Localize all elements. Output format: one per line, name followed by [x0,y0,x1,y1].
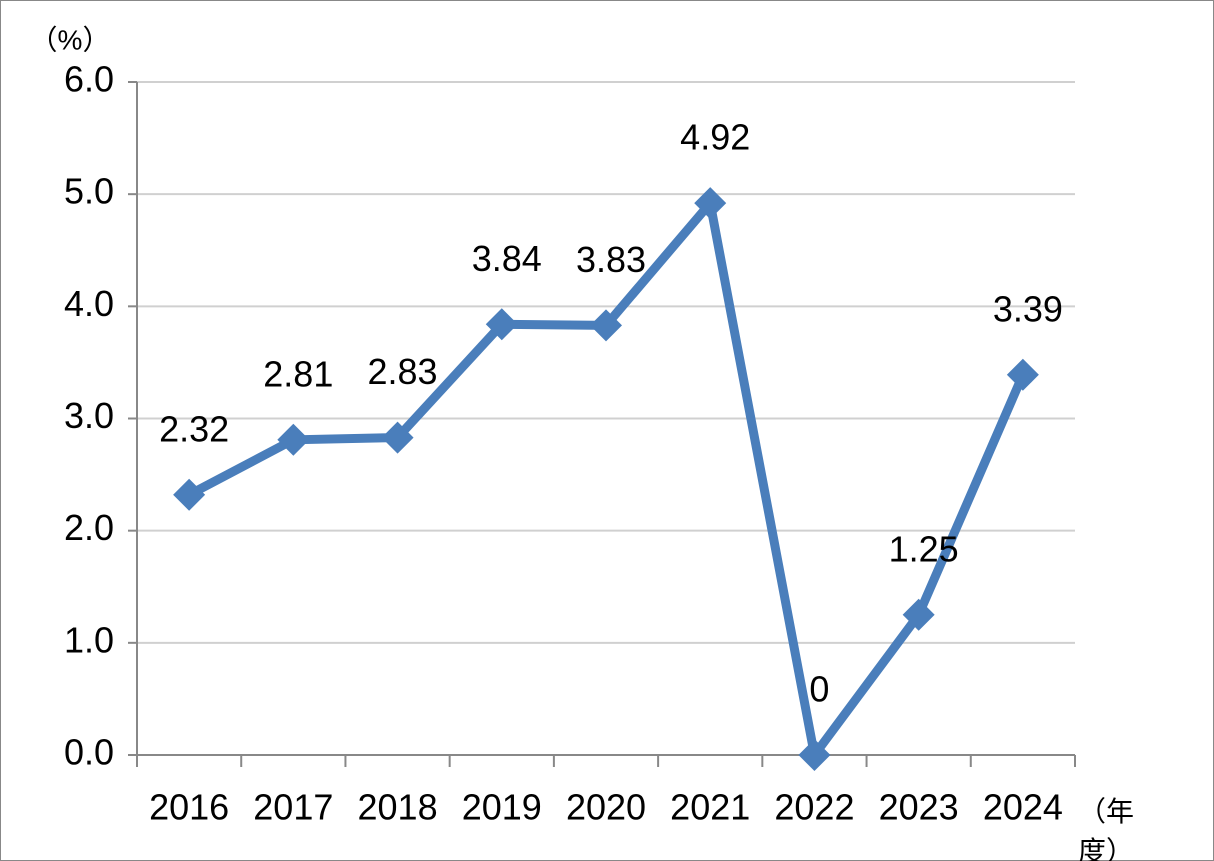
x-unit: （年度） [1078,796,1135,861]
y-tick-label: 6.0 [64,59,114,100]
x-tick-label: 2019 [462,787,542,828]
y-tick-label: 4.0 [64,283,114,324]
marker [1006,358,1039,391]
x-tick-label: 2020 [566,787,646,828]
data-label: 2.83 [368,351,438,392]
x-tick-label: 2017 [253,787,333,828]
x-tick-label: 2016 [149,787,229,828]
data-label: 3.84 [472,238,542,279]
marker [381,421,414,454]
x-tick-label: 2022 [774,787,854,828]
y-tick-label: 2.0 [64,507,114,548]
x-tick-label: 2018 [358,787,438,828]
x-tick-label: 2023 [879,787,959,828]
marker [590,309,622,342]
marker [277,423,310,456]
data-label: 2.81 [263,353,333,394]
y-tick-label: 0.0 [64,732,114,773]
marker [173,478,206,511]
marker [485,308,518,341]
y-unit: （%） [30,24,111,55]
data-label: 0 [809,669,829,710]
data-label: 2.32 [159,408,229,449]
y-tick-label: 3.0 [64,395,114,436]
data-label: 3.83 [576,239,646,280]
x-tick-label: 2021 [670,787,750,828]
x-tick-label: 2024 [983,787,1063,828]
y-tick-label: 5.0 [64,171,114,212]
y-tick-label: 1.0 [64,619,114,660]
data-label: 3.39 [993,288,1063,329]
marker [902,598,935,631]
data-label: 4.92 [680,117,750,158]
marker [798,739,831,771]
data-label: 1.25 [889,528,959,569]
marker [694,187,727,220]
